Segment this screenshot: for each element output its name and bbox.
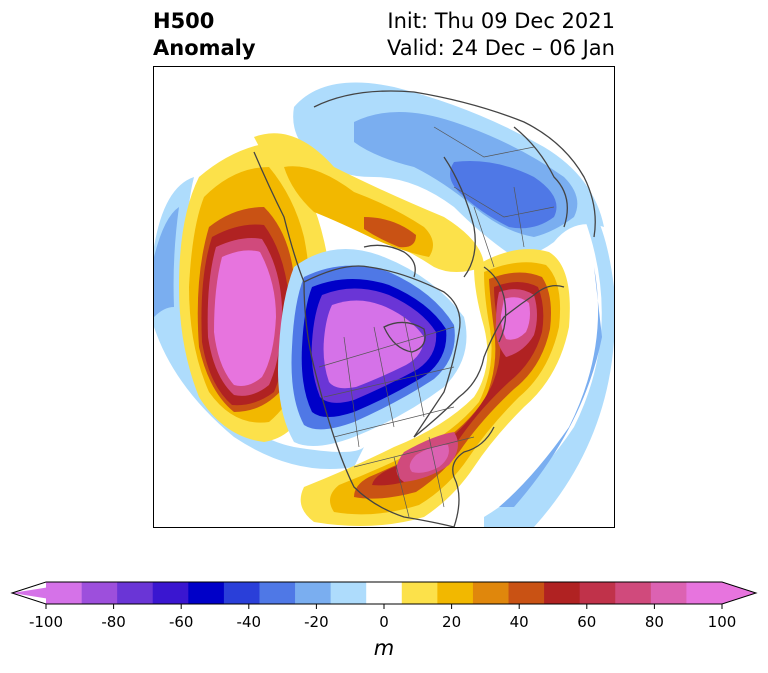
colorbar-ticks: [45, 604, 723, 609]
anomaly-map: [154, 82, 614, 527]
colorbar-swatch: [188, 582, 225, 604]
valid-period: Valid: 24 Dec – 06 Jan: [386, 36, 615, 60]
colorbar-swatch: [117, 582, 154, 604]
colorbar-tick-label: 100: [707, 613, 737, 631]
colorbar-swatch: [686, 582, 722, 604]
colorbar-swatch: [81, 582, 118, 604]
colorbar-swatch: [544, 582, 581, 604]
colorbar-tick-label: -80: [101, 613, 126, 631]
colorbar-swatch: [366, 582, 403, 604]
colorbar-swatch: [223, 582, 260, 604]
colorbar-swatch: [508, 582, 545, 604]
colorbar-swatch: [650, 582, 687, 604]
colorbar-swatch: [401, 582, 438, 604]
anomaly-contour-pos-100-east-canada: [500, 297, 530, 340]
coastlines-layer: [253, 90, 596, 527]
title-block-right: Init: Thu 09 Dec 2021 Valid: 24 Dec – 06…: [387, 8, 615, 62]
colorbar-swatch: [437, 582, 474, 604]
colorbar-unit-label: m: [373, 636, 395, 660]
colorbar-tick-label: -20: [304, 613, 329, 631]
colorbar-swatch: [46, 582, 82, 604]
title-block-left: H500 Anomaly: [153, 8, 256, 62]
anomaly-contour-pos-100-alaska: [214, 250, 276, 386]
title-field: Anomaly: [153, 36, 256, 60]
colorbar-swatch: [152, 582, 189, 604]
colorbar-swatch: [579, 582, 616, 604]
init-time: Init: Thu 09 Dec 2021: [387, 9, 615, 33]
colorbar-swatch: [259, 582, 296, 604]
colorbar-tick-label: 60: [577, 613, 597, 631]
colorbar-tick-label: -100: [28, 613, 64, 631]
anomaly-contour-neg-40-north: [450, 161, 557, 229]
colorbar-tick-label: 80: [644, 613, 664, 631]
colorbar-swatch: [615, 582, 652, 604]
colorbar-tick-label: 20: [442, 613, 462, 631]
anomaly-contour-pos-90-southeast: [409, 444, 449, 473]
colorbar-tick-label: -60: [168, 613, 194, 631]
colorbar-tick-label: -40: [236, 613, 262, 631]
anomaly-contour-pos-40-canada: [364, 217, 416, 248]
borders-layer: [318, 126, 555, 518]
colorbar-tick-label: 40: [509, 613, 529, 631]
map-panel: [153, 66, 615, 528]
colorbar-swatch: [295, 582, 332, 604]
colorbar: [10, 581, 758, 609]
anomaly-contour-neg-20-east: [484, 187, 614, 527]
colorbar-swatches: [10, 581, 758, 605]
colorbar-extend-max: [722, 582, 756, 604]
anomaly-contour-neg-30-west: [154, 207, 179, 317]
colorbar-tick-label: 0: [379, 613, 389, 631]
anomaly-contour-neg-30-east: [499, 267, 602, 507]
colorbar-swatch: [330, 582, 367, 604]
title-variable: H500: [153, 9, 215, 33]
colorbar-swatch: [472, 582, 510, 604]
